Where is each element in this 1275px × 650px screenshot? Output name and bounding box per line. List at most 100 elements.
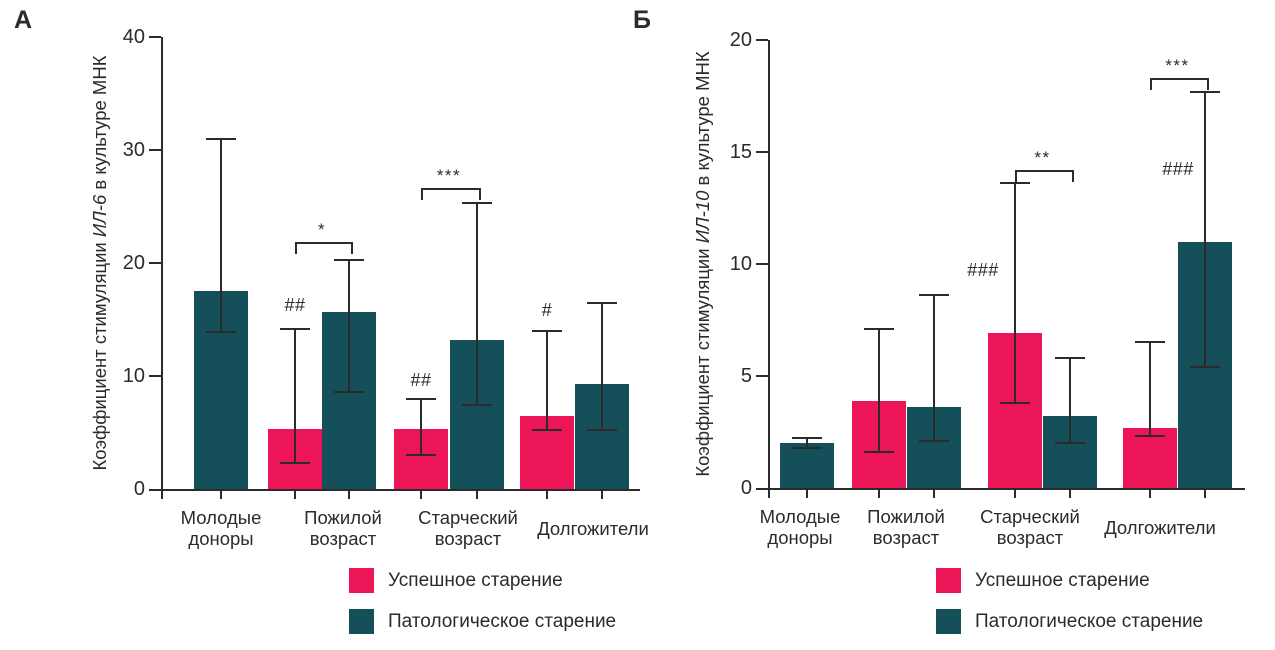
x-category-label-line: возраст <box>434 528 502 549</box>
error-bar-cap-top <box>1000 182 1030 185</box>
error-bar-cap-bottom <box>406 454 436 457</box>
error-bar-cap-top <box>919 294 949 297</box>
x-axis-tick <box>878 490 880 498</box>
x-category-label-line: Старческий <box>980 506 1080 527</box>
x-category-label-line: Молодые <box>759 506 841 527</box>
y-axis-tick-label: 20 <box>122 252 145 274</box>
bar-pathological-c0 <box>780 443 834 488</box>
error-bar-line <box>933 295 935 441</box>
error-bar-cap-top <box>864 327 894 330</box>
x-axis-tick <box>220 491 222 499</box>
error-bar-cap-top <box>206 137 236 140</box>
x-axis-tick <box>348 491 350 499</box>
bar-success-c3 <box>1123 427 1177 488</box>
panel-a-legend: Успешное старение Патологическое старение <box>349 568 616 650</box>
panel-b-label: Б <box>633 6 651 34</box>
significance-stars-label: *** <box>436 166 462 186</box>
error-bar-cap-top <box>280 327 310 330</box>
y-axis-tick-label: 15 <box>729 141 752 163</box>
error-bar-cap-bottom <box>1055 442 1085 445</box>
x-axis-tick <box>546 491 548 499</box>
y-axis-tick-label: 20 <box>729 29 752 51</box>
error-bar-line <box>294 328 296 463</box>
legend-item: Успешное старение <box>936 568 1203 593</box>
error-bar-line <box>1149 342 1151 437</box>
panel-a-label: А <box>14 6 33 34</box>
x-axis-tick <box>601 491 603 499</box>
x-category-label-line: доноры <box>188 528 254 549</box>
y-axis-title-italic: ИЛ-10 <box>692 190 713 244</box>
x-category-label: Пожилой возраст <box>263 507 423 549</box>
x-category-label-line: доноры <box>767 527 833 548</box>
legend-item: Успешное старение <box>349 568 616 593</box>
y-axis-tick <box>149 149 161 151</box>
error-bar-cap-top <box>334 258 364 261</box>
error-bar-cap-top <box>792 436 822 439</box>
y-axis-tick <box>149 375 161 377</box>
error-bar-cap-top <box>406 397 436 400</box>
error-bar-line <box>1014 183 1016 403</box>
x-category-label-line: Пожилой <box>867 506 945 527</box>
error-bar-line <box>220 138 222 332</box>
error-bar-line <box>601 302 603 431</box>
y-axis-tick <box>149 262 161 264</box>
y-axis-tick <box>756 151 768 153</box>
error-bar-line <box>1204 91 1206 368</box>
error-bar-cap-bottom <box>280 462 310 464</box>
legend-swatch-success <box>349 568 374 593</box>
x-category-label: Старческий возраст <box>388 507 548 549</box>
y-axis-tick <box>756 263 768 265</box>
x-axis-tick <box>1014 490 1016 498</box>
panel-b-plot-area: 0 5 10 15 20 ### ### ** *** Молодые доноры Пожилой в… <box>730 29 1245 548</box>
error-bar-cap-bottom <box>864 451 894 454</box>
legend-label: Успешное старение <box>388 569 563 591</box>
significance-stars-label: ** <box>1034 147 1051 167</box>
x-category-label: Молодые доноры <box>720 506 880 548</box>
panel-b-legend: Успешное старение Патологическое старение <box>936 568 1203 650</box>
y-axis-title-text: в культуре МНК <box>692 51 713 191</box>
legend-swatch-success <box>936 568 961 593</box>
significance-hash-label: ### <box>1162 158 1194 179</box>
y-axis-line <box>768 40 770 498</box>
x-axis-line <box>756 488 1245 490</box>
error-bar-cap-top <box>462 202 492 205</box>
error-bar-cap-bottom <box>334 390 364 393</box>
error-bar-line <box>546 330 548 431</box>
x-category-label-line: Долгожители <box>537 518 649 539</box>
error-bar-cap-bottom <box>792 446 822 449</box>
significance-bracket <box>1015 169 1074 182</box>
x-axis-tick <box>476 491 478 499</box>
significance-hash-label: ## <box>410 369 432 390</box>
x-category-label-line: возраст <box>309 528 377 549</box>
x-axis-tick <box>294 491 296 499</box>
legend-item: Патологическое старение <box>936 609 1203 634</box>
x-axis-tick <box>933 490 935 498</box>
legend-item: Патологическое старение <box>349 609 616 634</box>
error-bar-line <box>420 398 422 456</box>
legend-swatch-pathological <box>349 609 374 634</box>
x-category-label-line: Молодые <box>180 507 262 528</box>
significance-hash-label: ## <box>284 294 306 315</box>
error-bar-cap-bottom <box>1135 435 1165 438</box>
x-category-label-line: Старческий <box>418 507 518 528</box>
x-category-label: Старческий возраст <box>950 506 1110 548</box>
panel-a-plot-area: 0 10 20 30 40 ## ## # * *** Молодые доноры Пожилой во… <box>123 26 649 549</box>
legend-label: Патологическое старение <box>975 610 1204 632</box>
significance-hash-label: # <box>541 299 553 320</box>
error-bar-cap-bottom <box>587 429 617 432</box>
error-bar-cap-bottom <box>1000 401 1030 404</box>
error-bar-cap-top <box>1135 341 1165 344</box>
y-axis-tick-label: 5 <box>740 365 752 387</box>
x-category-label: Молодые доноры <box>141 507 301 549</box>
legend-swatch-pathological <box>936 609 961 634</box>
error-bar-line <box>476 203 478 406</box>
error-bar-line <box>348 259 350 392</box>
x-category-label: Пожилой возраст <box>826 506 986 548</box>
x-axis-tick <box>1069 490 1071 498</box>
x-axis-tick <box>420 491 422 499</box>
error-bar-cap-bottom <box>462 404 492 407</box>
y-axis-line <box>161 37 163 499</box>
error-bar-cap-bottom <box>1190 366 1220 369</box>
